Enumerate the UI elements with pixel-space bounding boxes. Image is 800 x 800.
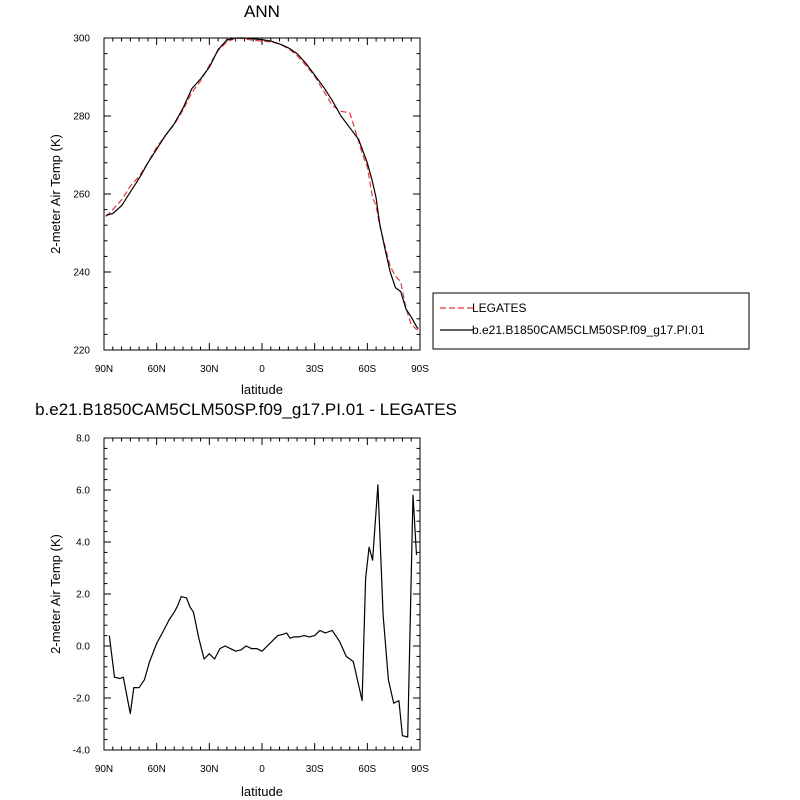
plot-area: 90N 60N 30N 0 30S 60S 90S 220 240 260 280 300 — [73, 34, 429, 376]
x-tick-label: 0 — [259, 764, 265, 775]
legend-entry-label: b.e21.B1850CAM5CLM50SP.f09_g17.PI.01 — [472, 323, 705, 337]
x-axis-title: latitude — [241, 382, 283, 397]
y-tick-label: 2.0 — [76, 590, 90, 601]
y-tick-label: 240 — [73, 268, 90, 279]
plot-frame — [103, 37, 421, 351]
plot-frame — [103, 437, 421, 751]
x-axis-title: latitude — [241, 784, 283, 799]
chart-title: ANN — [244, 2, 280, 21]
x-tick-label: 90S — [411, 764, 429, 775]
series-line-model — [108, 484, 418, 738]
y-tick-label: 0.0 — [76, 642, 90, 653]
y-tick-label: 4.0 — [76, 538, 90, 549]
x-tick-label: 30S — [306, 764, 324, 775]
x-tick-label: 0 — [259, 364, 265, 375]
panel-difference: b.e21.B1850CAM5CLM50SP.f09_g17.PI.01 - L… — [35, 400, 457, 799]
chart-title: b.e21.B1850CAM5CLM50SP.f09_g17.PI.01 - L… — [35, 400, 457, 419]
x-tick-label: 90S — [411, 364, 429, 375]
y-axis-title: 2-meter Air Temp (K) — [48, 134, 63, 254]
x-tick-label: 60N — [147, 364, 165, 375]
x-tick-label: 90N — [95, 364, 113, 375]
x-tick-label: 60N — [147, 764, 165, 775]
series-line-model — [105, 37, 419, 329]
panel-ann: ANN 90N 60N 30N 0 30S 60S 90S 220 240 260 280 300 l… — [48, 2, 750, 397]
y-axis-title: 2-meter Air Temp (K) — [48, 534, 63, 654]
x-tick-label: 60S — [358, 364, 376, 375]
x-tick-label: 30N — [200, 764, 218, 775]
y-tick-label: -4.0 — [73, 746, 91, 757]
legend-box — [432, 292, 750, 350]
x-tick-label: 90N — [95, 764, 113, 775]
plot-area: 90N 60N 30N 0 30S 60S 90S -4.0 -2.0 0.0 2.0 4.0 6.0 8… — [73, 434, 429, 776]
y-tick-label: 260 — [73, 190, 90, 201]
y-tick-label: 6.0 — [76, 486, 90, 497]
x-tick-label: 30S — [306, 364, 324, 375]
y-tick-label: -2.0 — [73, 694, 91, 705]
series-line-legates — [105, 37, 419, 331]
y-tick-label: 280 — [73, 112, 90, 123]
y-tick-label: 300 — [73, 34, 90, 45]
legend-entry-label: LEGATES — [472, 301, 526, 315]
y-tick-label: 220 — [73, 346, 90, 357]
legend: LEGATES b.e21.B1850CAM5CLM50SP.f09_g17.PI… — [432, 292, 750, 350]
x-tick-label: 30N — [200, 364, 218, 375]
x-tick-label: 60S — [358, 764, 376, 775]
y-tick-label: 8.0 — [76, 434, 90, 445]
